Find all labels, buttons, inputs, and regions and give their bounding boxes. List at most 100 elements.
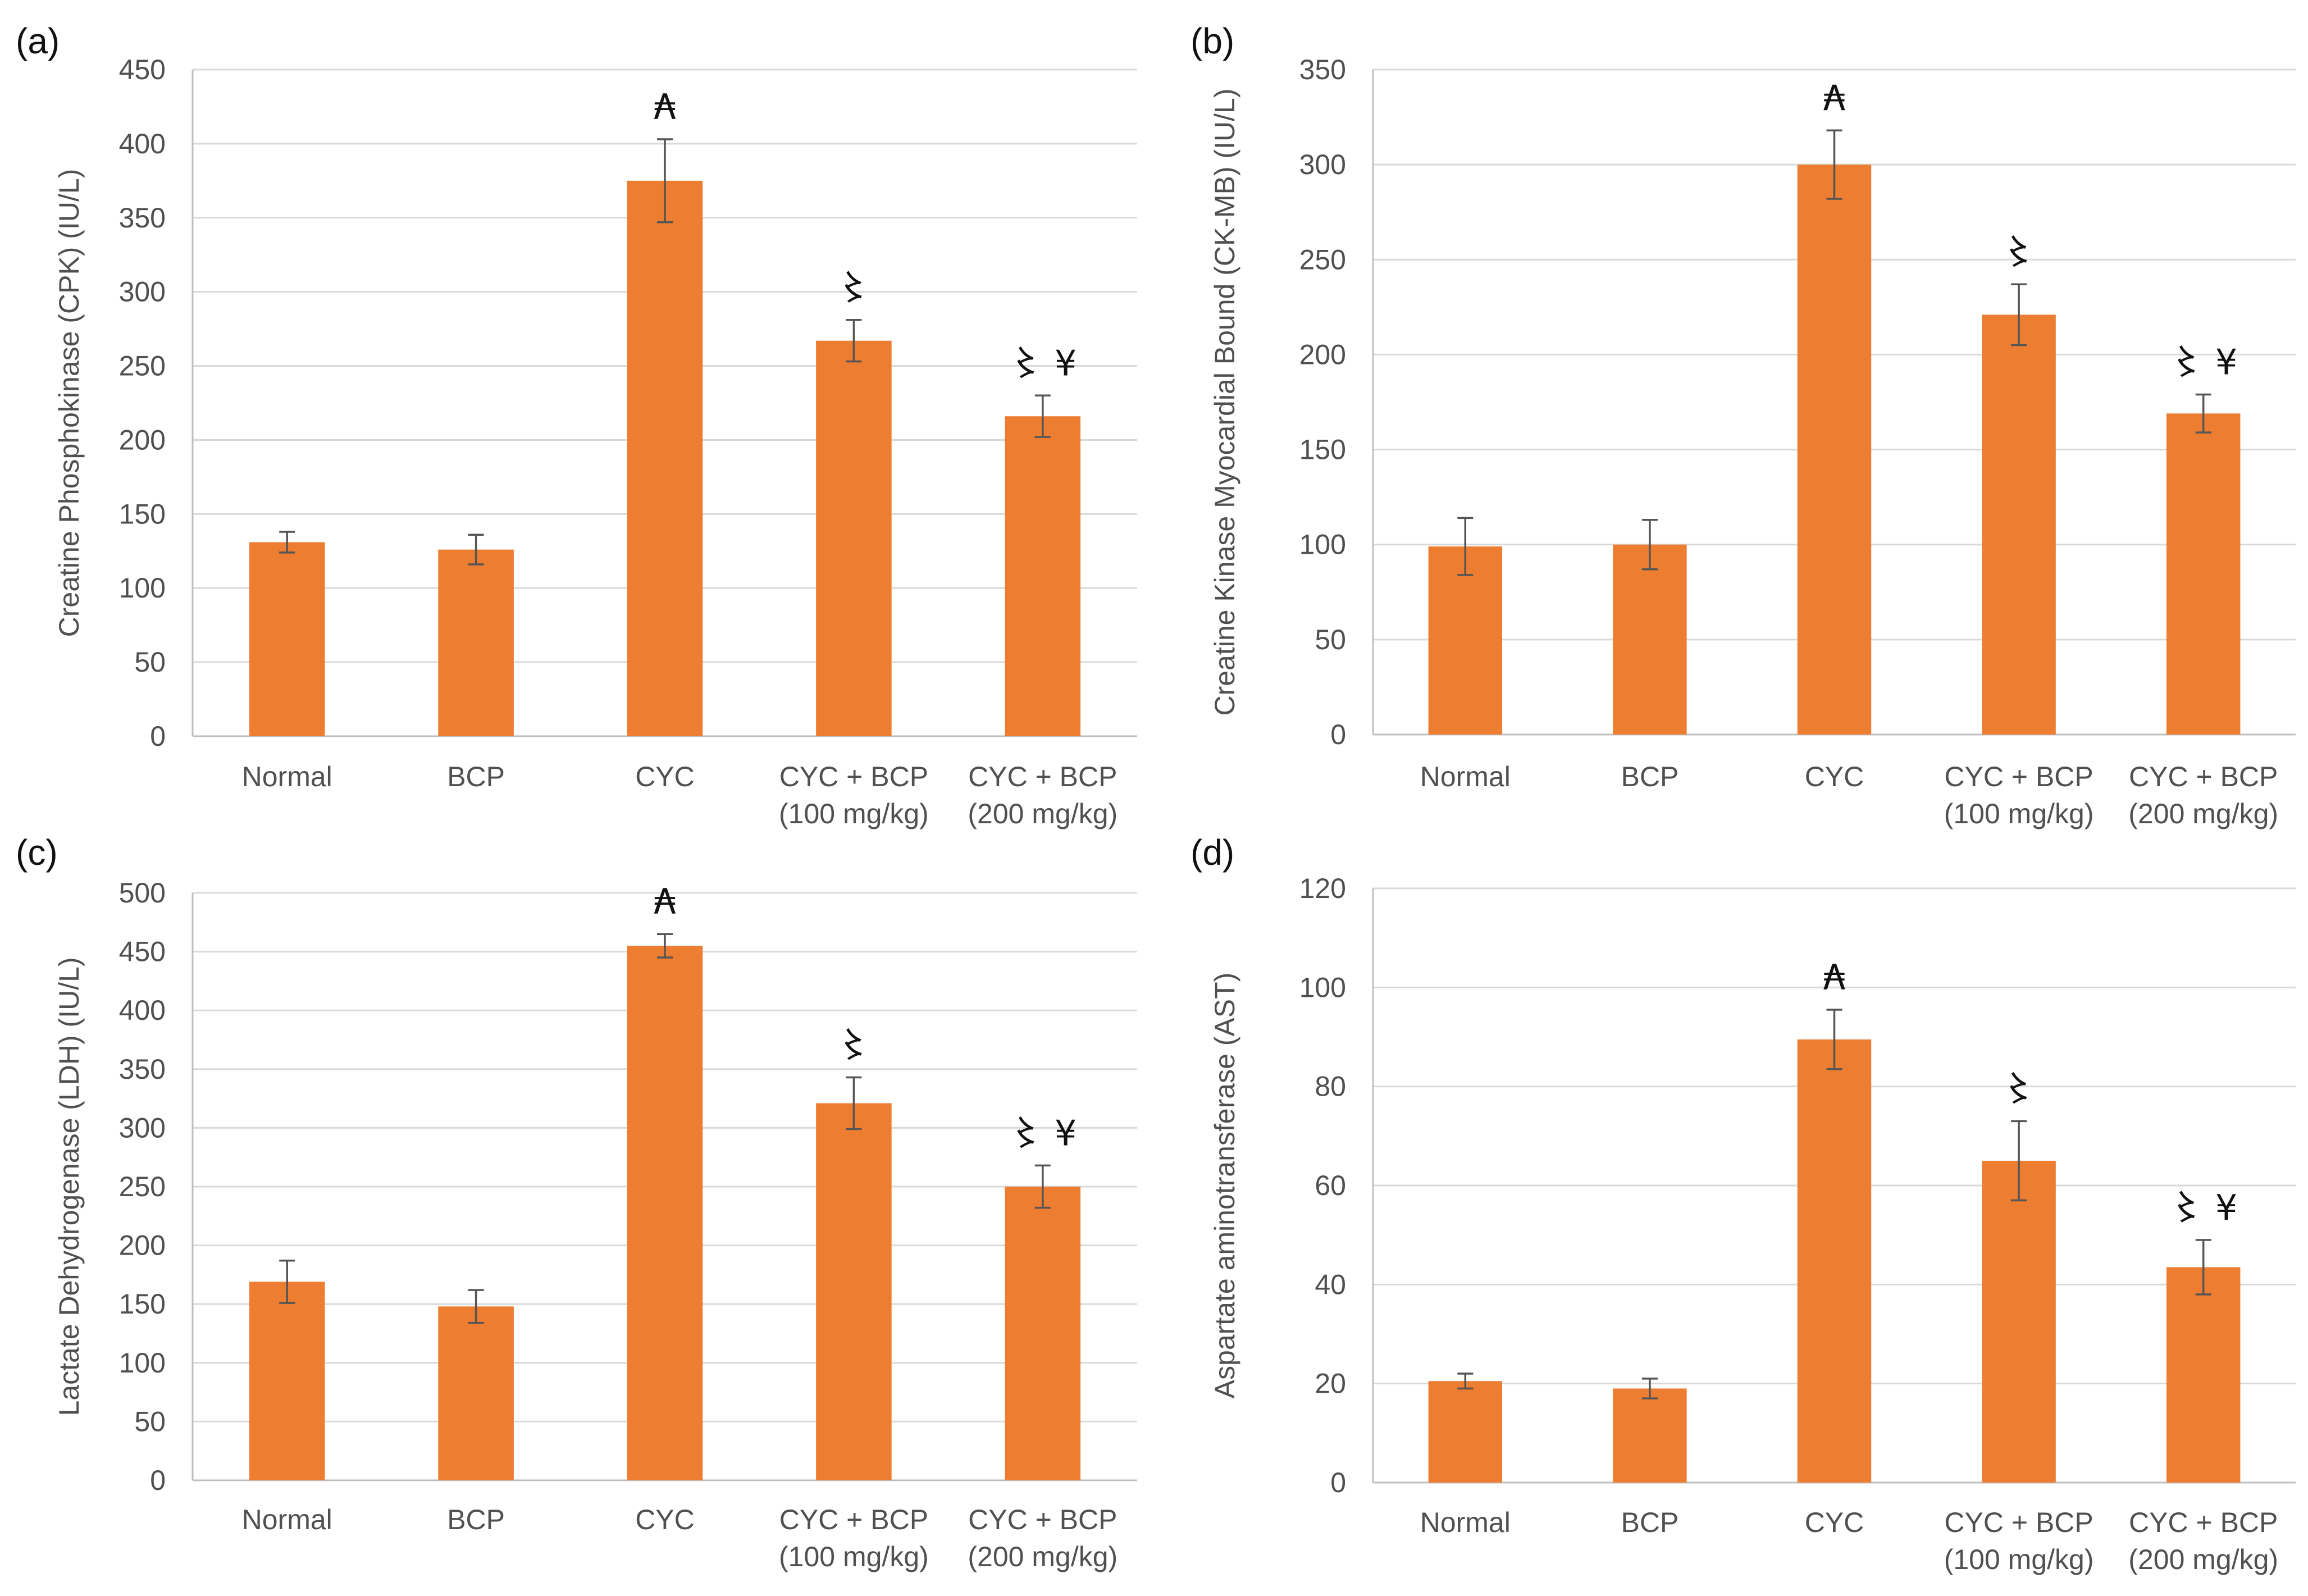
bar bbox=[1428, 1381, 1503, 1483]
y-tick-label: 20 bbox=[1315, 1368, 1346, 1399]
category-label: (200 mg/kg) bbox=[968, 798, 1117, 829]
bar bbox=[627, 180, 703, 736]
y-tick-label: 350 bbox=[119, 1054, 166, 1085]
y-tick-label: 350 bbox=[119, 202, 166, 234]
y-tick-label: 450 bbox=[119, 54, 166, 85]
bar bbox=[438, 1306, 514, 1480]
bar bbox=[1797, 165, 1872, 735]
category-label: (200 mg/kg) bbox=[968, 1541, 1117, 1572]
y-tick-label: 250 bbox=[1299, 244, 1346, 275]
category-label: CYC + BCP bbox=[968, 761, 1117, 792]
y-tick-label: 50 bbox=[1315, 624, 1346, 655]
significance-label: ₳ bbox=[654, 881, 676, 922]
y-tick-label: 50 bbox=[134, 1406, 166, 1437]
significance-label: 〻 ¥ bbox=[1009, 343, 1077, 384]
y-tick-label: 0 bbox=[150, 1465, 166, 1496]
y-tick-label: 0 bbox=[1330, 1467, 1346, 1498]
y-tick-label: 100 bbox=[1299, 529, 1346, 560]
category-label: CYC bbox=[635, 1504, 695, 1535]
significance-label: 〻 ¥ bbox=[2169, 341, 2237, 382]
category-label: BCP bbox=[447, 1504, 505, 1535]
significance-label: 〻 ¥ bbox=[2169, 1187, 2237, 1228]
category-label: (100 mg/kg) bbox=[1944, 798, 2094, 829]
bar bbox=[2166, 1267, 2241, 1483]
category-label: (100 mg/kg) bbox=[779, 798, 929, 829]
category-label: (200 mg/kg) bbox=[2128, 798, 2278, 829]
bar bbox=[1797, 1039, 1872, 1483]
y-tick-label: 100 bbox=[119, 1347, 166, 1379]
panel-b: (b) 0 50 100 150 200 250 300 350 Creatine Kinase … bbox=[1191, 21, 2296, 829]
bar bbox=[249, 1282, 325, 1480]
y-tick-label: 80 bbox=[1315, 1071, 1346, 1102]
bar bbox=[1005, 416, 1081, 736]
significance-label: 〻 bbox=[836, 267, 871, 308]
y-tick-label: 400 bbox=[119, 995, 166, 1026]
panel-d: (d) 0 20 40 60 80 100 120 Aspartate aminotransfe… bbox=[1191, 832, 2296, 1575]
y-tick-label: 40 bbox=[1315, 1269, 1346, 1300]
bar bbox=[816, 340, 892, 736]
bar bbox=[438, 549, 514, 736]
y-tick-label: 60 bbox=[1315, 1170, 1346, 1201]
category-label: (100 mg/kg) bbox=[1944, 1544, 2094, 1575]
category-label: BCP bbox=[447, 761, 505, 792]
bar bbox=[249, 542, 325, 736]
y-tick-label: 350 bbox=[1299, 54, 1346, 85]
bar bbox=[1982, 1160, 2056, 1483]
y-axis-title: Lactate Dehydrogenase (LDH) (IU/L) bbox=[53, 957, 85, 1416]
significance-label: 〻 bbox=[2001, 231, 2036, 272]
y-axis-title: Creatine Phosphokinase (CPK) (IU/L) bbox=[53, 169, 85, 637]
category-label: Normal bbox=[242, 1504, 332, 1535]
panel-label: (c) bbox=[16, 832, 58, 873]
y-tick-label: 100 bbox=[1299, 972, 1346, 1003]
y-tick-label: 50 bbox=[134, 646, 166, 678]
y-tick-label: 250 bbox=[119, 350, 166, 382]
category-label: Normal bbox=[1420, 1507, 1511, 1538]
significance-label: ₳ bbox=[1823, 957, 1845, 998]
bar bbox=[1428, 546, 1503, 735]
y-tick-label: 300 bbox=[119, 276, 166, 308]
panel-label: (a) bbox=[16, 21, 60, 61]
category-label: CYC + BCP bbox=[1944, 1507, 2093, 1538]
y-tick-label: 300 bbox=[1299, 149, 1346, 180]
y-tick-label: 150 bbox=[1299, 434, 1346, 466]
y-tick-label: 400 bbox=[119, 128, 166, 159]
category-label: BCP bbox=[1621, 761, 1678, 792]
y-tick-label: 250 bbox=[119, 1171, 166, 1202]
category-label: CYC + BCP bbox=[2129, 761, 2278, 792]
y-tick-label: 300 bbox=[119, 1112, 166, 1143]
y-tick-label: 200 bbox=[1299, 339, 1346, 370]
category-label: CYC bbox=[1805, 1507, 1864, 1538]
y-tick-label: 150 bbox=[119, 498, 166, 530]
significance-label: ₳ bbox=[1823, 77, 1845, 118]
bar bbox=[816, 1103, 892, 1480]
category-label: CYC + BCP bbox=[779, 761, 928, 792]
bar bbox=[1982, 314, 2056, 735]
category-label: CYC + BCP bbox=[968, 1504, 1117, 1535]
y-tick-label: 0 bbox=[1330, 719, 1346, 750]
bar bbox=[2166, 413, 2241, 735]
panel-a: (a) 0 50 100 150 200 250 300 350 400 450 Creatine P… bbox=[16, 21, 1137, 829]
y-tick-label: 450 bbox=[119, 936, 166, 968]
bar bbox=[1613, 544, 1687, 735]
y-tick-label: 120 bbox=[1299, 873, 1346, 904]
significance-label: 〻 bbox=[836, 1024, 871, 1065]
y-tick-label: 100 bbox=[119, 572, 166, 604]
y-tick-label: 200 bbox=[119, 424, 166, 455]
category-label: CYC bbox=[635, 761, 695, 792]
bar bbox=[627, 946, 703, 1480]
panel-c: (c) 0 50 100 150 200 250 300 350 400 450 500 Lactate… bbox=[16, 832, 1137, 1572]
category-label: CYC + BCP bbox=[1944, 761, 2093, 792]
significance-label: 〻 ¥ bbox=[1009, 1112, 1077, 1153]
category-label: (100 mg/kg) bbox=[779, 1541, 929, 1572]
category-label: (200 mg/kg) bbox=[2128, 1544, 2278, 1575]
y-tick-label: 500 bbox=[119, 877, 166, 909]
category-label: CYC + BCP bbox=[779, 1504, 928, 1535]
bar bbox=[1005, 1187, 1081, 1480]
panel-label: (b) bbox=[1191, 21, 1234, 61]
y-tick-label: 150 bbox=[119, 1288, 166, 1320]
category-label: CYC bbox=[1805, 761, 1864, 792]
significance-label: 〻 bbox=[2001, 1068, 2036, 1109]
bar bbox=[1613, 1388, 1687, 1483]
significance-label: ₳ bbox=[654, 86, 676, 127]
